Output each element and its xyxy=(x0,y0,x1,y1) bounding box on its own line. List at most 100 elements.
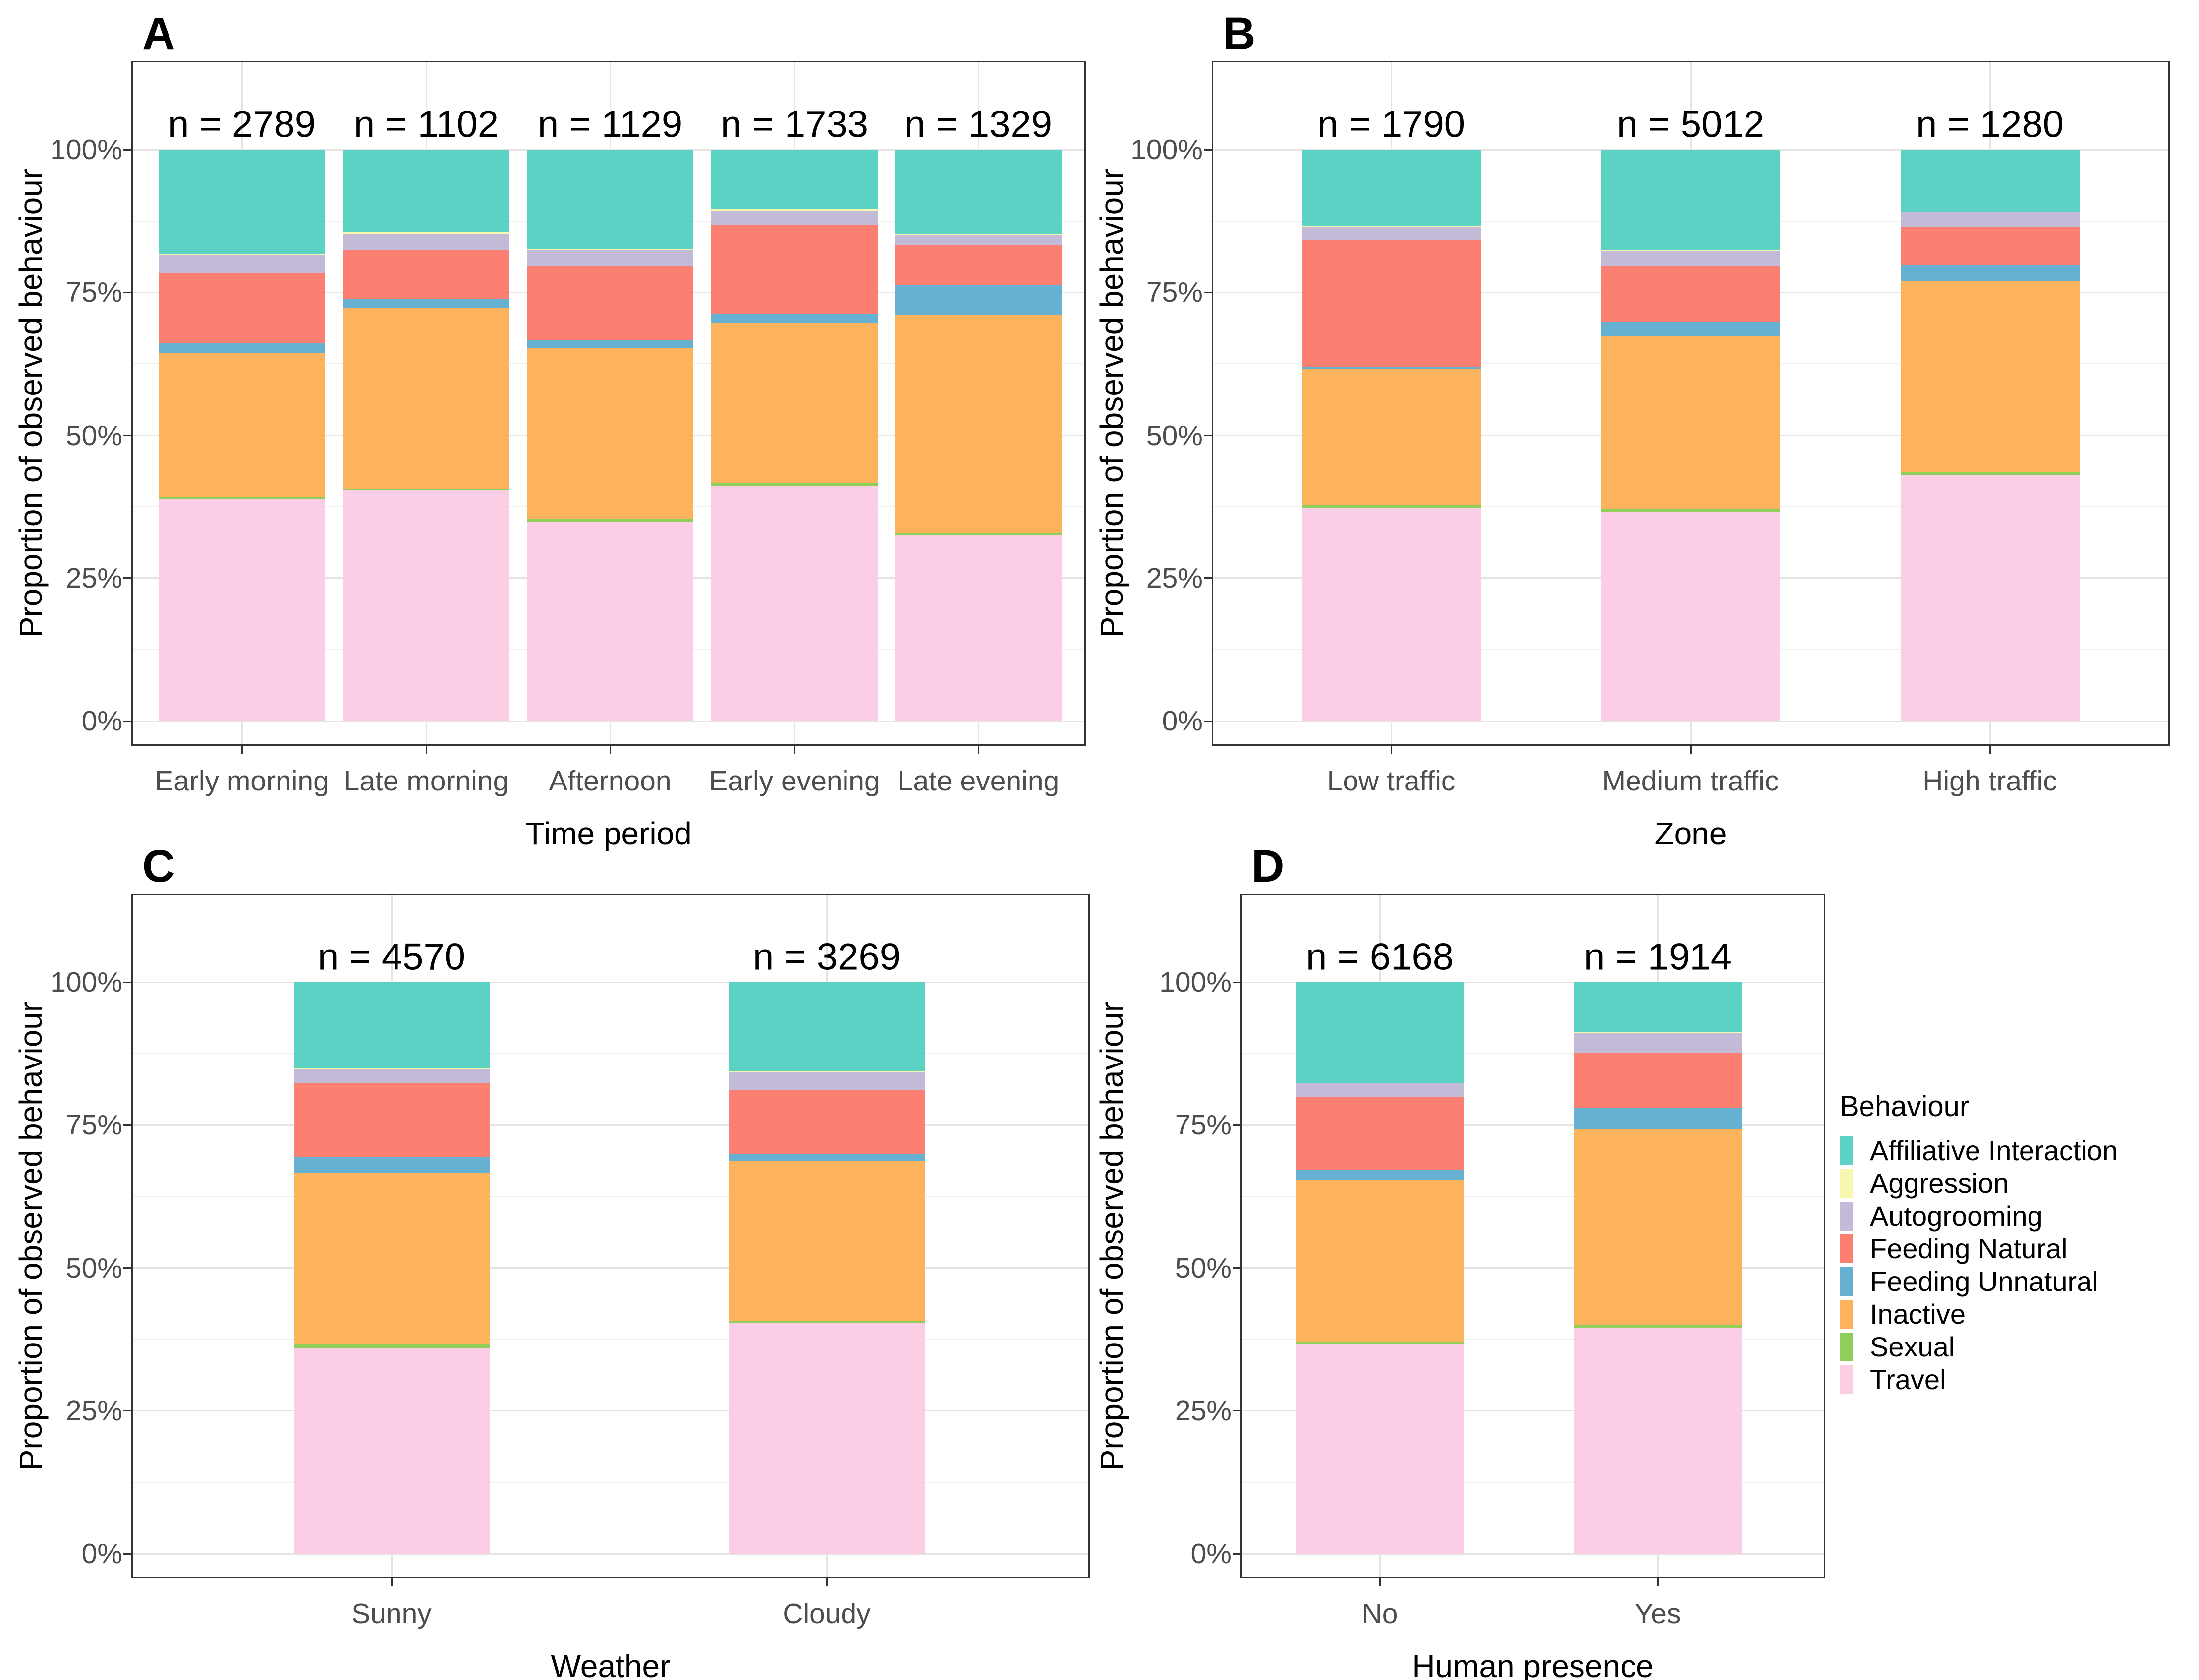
n-label: n = 1733 xyxy=(721,103,868,146)
gridline-minor xyxy=(1240,1339,1825,1340)
panel-border xyxy=(1240,894,1825,1578)
x-tick xyxy=(241,746,243,754)
x-axis-title: Zone xyxy=(1654,816,1727,851)
legend-item-travel: Travel xyxy=(1840,1365,2118,1394)
y-tick xyxy=(1204,577,1212,579)
bar-segment-travel xyxy=(711,485,878,721)
bar-segment-travel xyxy=(343,490,509,721)
bar-segment-affiliative-interaction xyxy=(895,150,1062,234)
bar-segment-feeding-natural xyxy=(1301,240,1481,367)
bar-segment-autogrooming xyxy=(729,1072,925,1090)
bar-segment-autogrooming xyxy=(343,234,509,250)
bar-segment-autogrooming xyxy=(1900,212,2080,227)
legend-item-feeding-unnatural: Feeding Unnatural xyxy=(1840,1267,2118,1296)
y-tick xyxy=(123,981,131,983)
bar-segment-inactive xyxy=(895,315,1062,533)
bar-segment-feeding-unnatural xyxy=(343,298,509,308)
x-tick xyxy=(1690,746,1692,754)
legend-key-swatch-inactive xyxy=(1840,1299,1853,1329)
bar-segment-travel xyxy=(527,522,693,721)
y-tick-label: 75% xyxy=(1146,277,1203,309)
legend-item-inactive: Inactive xyxy=(1840,1298,2118,1330)
legend-key-swatch-sexual xyxy=(1840,1332,1853,1361)
legend-item-label: Inactive xyxy=(1870,1298,1966,1330)
legend-title: Behaviour xyxy=(1840,1090,1970,1122)
bar-segment-autogrooming xyxy=(527,250,693,266)
x-tick xyxy=(1657,1578,1659,1586)
y-tick-label: 50% xyxy=(65,1252,122,1284)
bar-segment-autogrooming xyxy=(159,255,325,274)
y-tick xyxy=(1233,1410,1240,1412)
bar-segment-aggression xyxy=(1574,1032,1742,1033)
bar-segment-feeding-unnatural xyxy=(1601,322,1780,337)
bar-segment-inactive xyxy=(711,323,878,483)
bar-segment-inactive xyxy=(1301,369,1481,506)
y-tick xyxy=(1204,149,1212,151)
bar-segment-affiliative-interaction xyxy=(729,982,925,1071)
bar-segment-affiliative-interaction xyxy=(1296,982,1464,1083)
bar-segment-affiliative-interaction xyxy=(711,150,878,209)
x-tick xyxy=(826,1578,828,1586)
y-tick xyxy=(123,1410,131,1412)
x-tick-label: Yes xyxy=(1635,1598,1681,1629)
y-tick xyxy=(1233,981,1240,983)
y-tick-label: 75% xyxy=(1175,1109,1232,1141)
panel-tag: D xyxy=(1251,841,1285,892)
n-label: n = 1329 xyxy=(904,103,1052,146)
x-tick-label: Sunny xyxy=(351,1598,432,1629)
bar-segment-feeding-unnatural xyxy=(711,313,878,323)
legend: Behaviour Affiliative Interaction Aggress… xyxy=(1840,1090,2118,1398)
bar-segment-travel xyxy=(293,1347,490,1554)
y-axis-title: Proportion of observed behaviour xyxy=(13,168,49,638)
y-tick xyxy=(123,435,131,436)
y-axis-title: Proportion of observed behaviour xyxy=(1094,168,1129,638)
y-axis-title: Proportion of observed behaviour xyxy=(13,1001,49,1471)
bar-segment-sexual xyxy=(1601,509,1780,512)
gridline-major xyxy=(131,981,1090,983)
y-tick-label: 0% xyxy=(81,1538,122,1569)
bar-segment-feeding-unnatural xyxy=(1574,1108,1742,1130)
y-tick xyxy=(1233,1267,1240,1269)
bar-segment-sexual xyxy=(895,533,1062,536)
bar-segment-sexual xyxy=(343,488,509,490)
gridline-major xyxy=(131,720,1086,722)
y-tick-label: 25% xyxy=(1175,1395,1232,1427)
bar-segment-sexual xyxy=(1900,472,2080,475)
x-tick xyxy=(609,746,611,754)
x-tick xyxy=(1989,746,1991,754)
y-tick-label: 100% xyxy=(50,966,122,998)
n-label: n = 5012 xyxy=(1617,103,1764,146)
y-tick-label: 100% xyxy=(50,134,122,166)
legend-key-swatch-travel xyxy=(1840,1365,1853,1394)
gridline-major xyxy=(131,1553,1090,1555)
x-tick-label: Afternoon xyxy=(549,765,672,797)
y-tick xyxy=(1204,435,1212,436)
y-tick-label: 50% xyxy=(1146,419,1203,451)
legend-item-label: Travel xyxy=(1870,1363,1946,1395)
y-axis-title: Proportion of observed behaviour xyxy=(1094,1001,1129,1471)
bar-segment-feeding-natural xyxy=(527,266,693,340)
gridline-minor xyxy=(1240,1053,1825,1055)
n-label: n = 1280 xyxy=(1916,103,2064,146)
gridline-major xyxy=(1240,1410,1825,1412)
x-tick-label: Medium traffic xyxy=(1602,765,1779,797)
bar-segment-inactive xyxy=(343,308,509,489)
y-tick-label: 25% xyxy=(1146,562,1203,594)
bar-segment-feeding-unnatural xyxy=(527,339,693,349)
y-tick-label: 0% xyxy=(1162,705,1203,737)
bar-segment-inactive xyxy=(729,1160,925,1321)
bar-segment-feeding-natural xyxy=(159,273,325,343)
legend-item-label: Feeding Natural xyxy=(1870,1232,2068,1264)
legend-items: Affiliative Interaction Aggression Autogro… xyxy=(1840,1136,2118,1394)
x-tick xyxy=(1379,1578,1381,1586)
panel-tag: C xyxy=(142,841,175,892)
panel-tag: B xyxy=(1223,8,1256,59)
n-label: n = 2789 xyxy=(168,103,316,146)
bar-segment-feeding-unnatural xyxy=(1296,1170,1464,1180)
y-tick xyxy=(123,577,131,579)
panel-border xyxy=(1212,61,2170,746)
bar-segment-travel xyxy=(1301,507,1481,721)
bar-segment-travel xyxy=(1296,1344,1464,1554)
